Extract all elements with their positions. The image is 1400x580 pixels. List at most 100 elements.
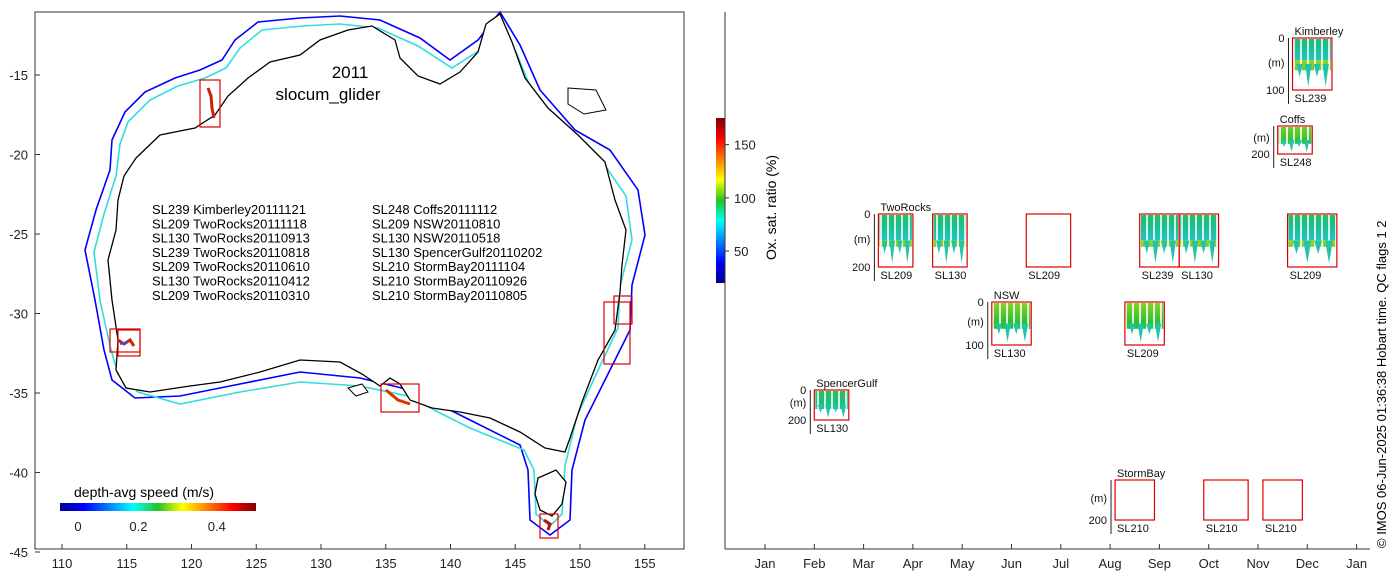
oxygen-profile-spike (958, 240, 965, 264)
site-axis-kimberley: Kimberley 0 (m) 100 (1266, 26, 1344, 104)
oxygen-profile-spike (1322, 64, 1329, 87)
oxygen-tick-label: 100 (734, 191, 756, 206)
site-name-label: Coffs (1280, 114, 1306, 126)
deployment-spencergulf-sl130: SL130 (813, 389, 850, 435)
map-y-tick-label: -25 (9, 227, 28, 242)
deployment-glider-label: SL210 (1265, 523, 1297, 535)
legend-entry: SL239 TwoRocks20110818 (152, 245, 310, 260)
oxygen-tick-label: 150 (734, 138, 756, 153)
site-depth-unit: (m) (790, 398, 807, 410)
month-label: Dec (1296, 556, 1320, 571)
site-depth-unit: (m) (854, 234, 871, 246)
deployment-stormbay-sl210: SL210 (1262, 479, 1303, 535)
deployment-tworocks-sl209: SL209 (1286, 213, 1338, 282)
deployment-nsw-sl209: SL209 (1124, 301, 1165, 360)
site-depth-unit: (m) (967, 317, 984, 329)
deployment-glider-label: SL209 (1127, 348, 1159, 360)
deployment-glider-label: SL248 (1280, 157, 1312, 169)
site-depth-bottom: 200 (1089, 515, 1107, 527)
ocean-contour-blue (84, 10, 646, 536)
deployment-box (1203, 479, 1249, 521)
oxygen-profile-spike (1183, 240, 1190, 254)
map-y-tick-label: -45 (9, 545, 28, 560)
month-label: Jan (755, 556, 776, 571)
site-depth-top: 0 (800, 385, 806, 397)
site-axis-tworocks: TwoRocks 0 (m) 200 (852, 202, 932, 281)
site-depth-top: 0 (978, 297, 984, 309)
deployment-box (1262, 479, 1303, 521)
month-label: Aug (1099, 556, 1122, 571)
map-y-ticks: -15 -20 -25 -30 -35 -40 -45 (9, 68, 40, 560)
speed-tick-label: 0 (74, 519, 81, 534)
oxygen-profile-spike (1013, 323, 1020, 335)
oxygen-profile-spike (897, 240, 903, 254)
region-box-stormbay (539, 513, 559, 539)
deployment-glider-label: SL209 (1028, 270, 1060, 282)
oxygen-tick-label: 50 (734, 244, 748, 259)
map-x-tick-label: 155 (634, 556, 656, 571)
deployment-box (1291, 37, 1333, 91)
footer-timestamp: © IMOS 06-Jun-2025 01:36:38 Hobart time.… (1374, 220, 1389, 548)
deployment-tworocks-sl130: SL130 (932, 213, 968, 282)
legend-entry: SL239 Kimberley20111121 (152, 202, 306, 217)
map-y-tick-label: -15 (9, 68, 28, 83)
deployment-tworocks-sl209: SL209 (1025, 213, 1072, 282)
oxygen-profile-spike (840, 405, 847, 418)
month-label: Feb (803, 556, 825, 571)
deployment-panels: SL239 SL248 SL209 SL130 SL209 SL239 SL130 SL209… (788, 26, 1344, 535)
oxygen-profile-spike (1296, 64, 1303, 77)
deployment-nsw-sl130: SL130 (991, 301, 1032, 360)
site-depth-unit: (m) (1253, 132, 1270, 144)
oxygen-section-fill (1278, 127, 1312, 144)
site-depth-unit: (m) (1091, 493, 1108, 505)
month-label: May (950, 556, 975, 571)
speed-colorbar (60, 503, 256, 511)
oxygen-profile-spike (1303, 140, 1310, 153)
map-x-tick-label: 135 (375, 556, 397, 571)
region-box-tworocks-2 (117, 329, 141, 357)
deployment-box (932, 213, 968, 268)
deployment-glider-label: SL209 (880, 270, 912, 282)
map-panel: 2011 slocum_glider SL239 Kimberley201111… (9, 10, 685, 571)
oxygen-profile-spike (889, 240, 895, 264)
site-depth-bottom: 100 (1266, 85, 1284, 97)
site-depth-unit: (m) (1268, 58, 1285, 70)
month-label: Oct (1199, 556, 1220, 571)
deployment-stormbay-sl210: SL210 (1203, 479, 1249, 535)
site-name-label: SpencerGulf (816, 378, 878, 390)
site-name-label: Kimberley (1295, 26, 1344, 38)
deployment-box (991, 301, 1032, 346)
oxygen-colorbar (716, 118, 725, 283)
deployment-box (813, 389, 850, 421)
site-axis-nsw: NSW 0 (m) 100 (965, 290, 1020, 359)
site-depth-bottom: 100 (965, 340, 983, 352)
oxygen-profile-spike (832, 405, 839, 413)
month-label: Sep (1148, 556, 1171, 571)
deployment-box (1286, 213, 1338, 268)
site-axis-coffs: Coffs (m) 200 (1251, 114, 1306, 168)
oxygen-profile-spike (1160, 240, 1168, 254)
deployment-glider-label: SL210 (1206, 523, 1238, 535)
map-y-tick-label: -40 (9, 466, 28, 481)
oxygen-profile-spike (995, 323, 1003, 335)
deployment-box (1025, 213, 1072, 268)
oxygen-profile-spike (1325, 240, 1333, 264)
legend-entry: SL130 TwoRocks20110913 (152, 231, 310, 246)
legend-entry: SL209 TwoRocks20110610 (152, 259, 310, 274)
timeline-panel: Jan Feb Mar Apr May Jun Jul Aug Sep Oct Nov Dec Jan … (724, 12, 1370, 571)
legend-entry: SL248 Coffs20111112 (372, 202, 497, 217)
legend-entry: SL210 StormBay20110805 (372, 288, 527, 303)
deployment-tworocks-sl130: SL130 (1178, 213, 1220, 282)
glider-track-kimberley (206, 87, 216, 119)
oxygen-colorbar-label: Ox. sat. ratio (%) (763, 155, 779, 260)
map-x-tick-label: 130 (310, 556, 332, 571)
site-depth-top: 0 (1278, 33, 1284, 45)
oxygen-profile-spike (1021, 323, 1029, 342)
map-y-tick-label: -35 (9, 386, 28, 401)
oxygen-profile-spike (1292, 240, 1301, 254)
oxygen-profile-spike (1200, 240, 1207, 254)
oxygen-profile-spike (951, 240, 957, 254)
site-name-label: TwoRocks (880, 202, 931, 214)
site-depth-bottom: 200 (788, 415, 806, 427)
